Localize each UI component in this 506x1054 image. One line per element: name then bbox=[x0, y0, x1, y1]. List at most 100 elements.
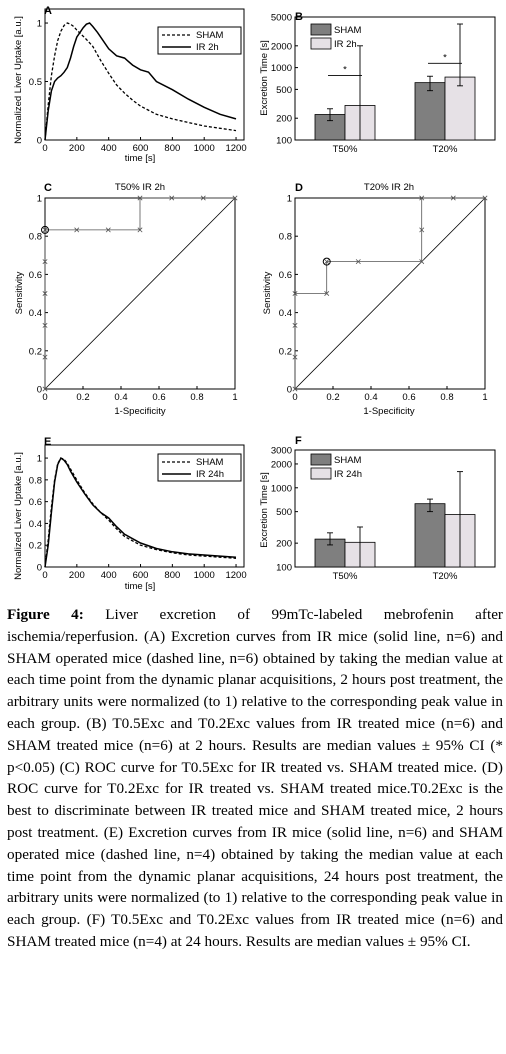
x-tick-label: 600 bbox=[133, 570, 149, 581]
y-axis-label-f: Excretion Time [s] bbox=[259, 472, 270, 548]
x-tick-label: 200 bbox=[69, 570, 85, 581]
legend-e: SHAM IR 24h bbox=[157, 453, 242, 482]
y-tick-label: 0.2 bbox=[29, 346, 42, 357]
reference-diagonal bbox=[294, 197, 486, 390]
x-tick-label: 0.4 bbox=[364, 392, 377, 403]
y-tick-label: 0.4 bbox=[29, 308, 42, 319]
y-tick-label: 0.8 bbox=[279, 232, 292, 243]
significance-star: * bbox=[343, 64, 347, 75]
y-tick-label: 2000 bbox=[271, 459, 292, 470]
series-line-ir-24h bbox=[44, 456, 237, 568]
roc-point bbox=[105, 227, 111, 233]
y-axis-label-d: Sensitivity bbox=[262, 271, 273, 314]
bar bbox=[444, 76, 476, 141]
y-tick-label: 2000 bbox=[271, 41, 292, 52]
chart-c-marks: 0 0.2 0.4 0.6 0.8 1 0 0.2 0.4 0.6 0.8 1 bbox=[29, 194, 238, 404]
y-tick-label: 0 bbox=[37, 563, 42, 574]
roc-point bbox=[137, 195, 143, 201]
x-tick-label: 1000 bbox=[194, 143, 215, 154]
roc-point bbox=[42, 354, 48, 360]
y-tick-label: 0.4 bbox=[29, 519, 42, 530]
legend-f-sham: SHAM bbox=[334, 455, 362, 466]
x-tick-label: 0.6 bbox=[152, 392, 165, 403]
x-tick-label: 0.4 bbox=[114, 392, 127, 403]
x-tick-label: T20% bbox=[433, 144, 458, 155]
roc-point bbox=[137, 227, 143, 233]
operating-point bbox=[322, 257, 331, 266]
x-tick-label: 0.8 bbox=[190, 392, 203, 403]
x-tick-label: T20% bbox=[433, 571, 458, 582]
panel-letter-d: D bbox=[295, 182, 303, 194]
panel-letter-a: A bbox=[44, 5, 52, 17]
y-tick-label: 1 bbox=[37, 454, 42, 465]
plot-title-c: T50% IR 2h bbox=[115, 182, 165, 193]
y-tick-label: 0.8 bbox=[29, 475, 42, 486]
legend-f-swatch-sham bbox=[310, 453, 332, 466]
x-tick-label: 0.2 bbox=[326, 392, 339, 403]
roc-point bbox=[324, 259, 330, 265]
x-tick-label: 1 bbox=[232, 392, 237, 403]
roc-point bbox=[42, 386, 48, 392]
x-tick-label: 0.6 bbox=[402, 392, 415, 403]
plot-frame bbox=[294, 449, 496, 568]
y-tick-label: 0.6 bbox=[29, 497, 42, 508]
x-tick-label: 0.8 bbox=[440, 392, 453, 403]
chart-e-marks: 0 200 400 600 800 1000 1200 0 0.2 0.4 0.6 0.8 1 bbox=[29, 444, 247, 581]
legend-b-sham: SHAM bbox=[334, 25, 362, 36]
figure-caption: Figure 4: Liver excretion of 99mTc-label… bbox=[7, 604, 503, 953]
chart-d: 0 0.2 0.4 0.6 0.8 1 0 0.2 0.4 0.6 0.8 1 D T20% IR 2… bbox=[262, 182, 488, 417]
panel-letter-c: C bbox=[44, 182, 52, 194]
x-tick-label: 0.2 bbox=[76, 392, 89, 403]
legend-a-ir: IR 2h bbox=[196, 42, 219, 53]
chart-b: 100 200 500 1000 2000 5000 T50% T20% * * B Excret… bbox=[259, 11, 496, 155]
legend-e-ir: IR 24h bbox=[196, 469, 224, 480]
x-tick-label: 0 bbox=[42, 392, 47, 403]
x-tick-label: 400 bbox=[101, 143, 117, 154]
y-axis-label-a: Normalized Liver Uptake [a.u.] bbox=[13, 16, 24, 144]
roc-point bbox=[292, 386, 298, 392]
panel-letter-e: E bbox=[44, 436, 51, 448]
roc-point bbox=[42, 322, 48, 328]
x-tick-label: 0 bbox=[42, 570, 47, 581]
x-tick-label: T50% bbox=[333, 571, 358, 582]
y-tick-label: 0 bbox=[37, 136, 42, 147]
panel-letter-b: B bbox=[295, 11, 303, 23]
x-tick-label: T50% bbox=[333, 144, 358, 155]
legend-a: SHAM IR 2h bbox=[157, 26, 242, 55]
y-tick-label: 500 bbox=[276, 507, 292, 518]
panel-c: 0 0.2 0.4 0.6 0.8 1 0 0.2 0.4 0.6 0.8 1 C T50% IR 2… bbox=[0, 175, 253, 420]
y-tick-label: 0.6 bbox=[279, 270, 292, 281]
series-line-ir-2h bbox=[44, 22, 237, 141]
y-tick-label: 0.8 bbox=[29, 232, 42, 243]
roc-point bbox=[419, 195, 425, 201]
y-tick-label: 200 bbox=[276, 539, 292, 550]
y-tick-label: 0.6 bbox=[29, 270, 42, 281]
chart-b-marks: 100 200 500 1000 2000 5000 T50% T20% * * bbox=[271, 13, 496, 155]
roc-curve bbox=[294, 197, 485, 389]
chart-f-marks: 100 200 500 1000 2000 3000 T50% T20% bbox=[271, 446, 496, 582]
plot-frame bbox=[294, 16, 496, 141]
x-tick-label: 1000 bbox=[194, 570, 215, 581]
x-tick-label: 0 bbox=[292, 392, 297, 403]
roc-point bbox=[482, 195, 488, 201]
y-tick-label: 100 bbox=[276, 136, 292, 147]
roc-point bbox=[292, 291, 298, 296]
y-tick-label: 0 bbox=[37, 385, 42, 396]
roc-point bbox=[232, 195, 238, 201]
legend-f-ir: IR 24h bbox=[334, 469, 362, 480]
chart-f: 100 200 500 1000 2000 3000 T50% T20% F Excretio… bbox=[259, 435, 496, 582]
x-tick-label: 1200 bbox=[225, 570, 246, 581]
y-axis-label-c: Sensitivity bbox=[14, 271, 25, 314]
y-tick-label: 1000 bbox=[271, 63, 292, 74]
legend-e-sham: SHAM bbox=[196, 457, 224, 468]
y-tick-label: 0.2 bbox=[29, 541, 42, 552]
y-axis-label-e: Normalized Liver Uptake [a.u.] bbox=[13, 452, 24, 580]
plot-frame bbox=[44, 8, 245, 141]
bar bbox=[414, 503, 446, 568]
roc-point bbox=[450, 195, 456, 201]
roc-point bbox=[42, 227, 48, 233]
roc-point bbox=[169, 195, 175, 201]
legend-f: SHAM IR 24h bbox=[310, 453, 362, 480]
panel-a: 0 200 400 600 800 1000 1200 0 0.5 1 A Normalized … bbox=[0, 0, 253, 165]
x-tick-label: 200 bbox=[69, 143, 85, 154]
